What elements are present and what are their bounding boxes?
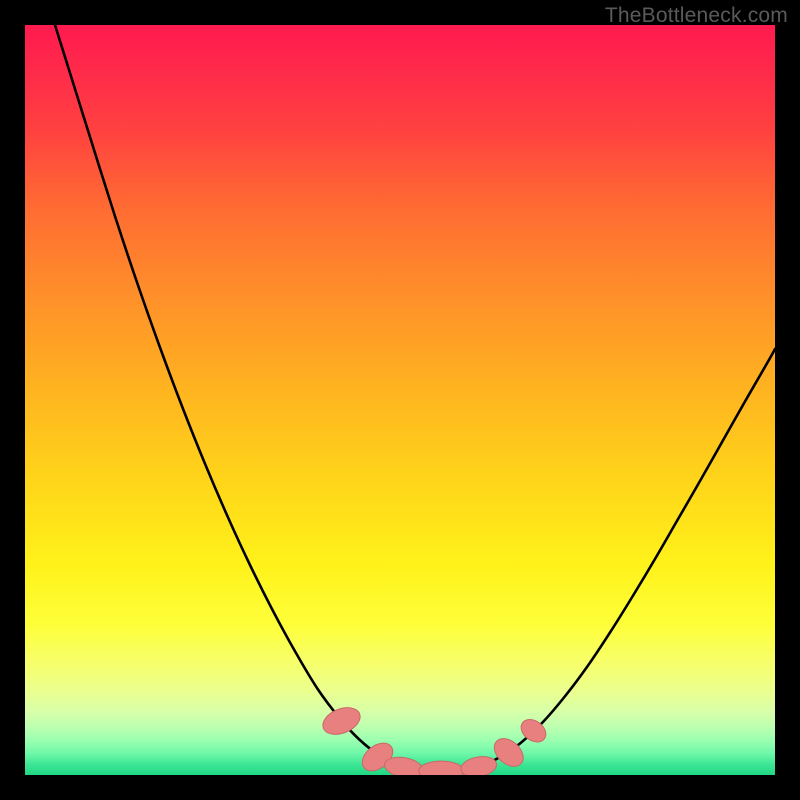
plot-gradient-background [25, 25, 775, 775]
watermark-text: TheBottleneck.com [605, 4, 788, 28]
bottleneck-chart [0, 0, 800, 800]
